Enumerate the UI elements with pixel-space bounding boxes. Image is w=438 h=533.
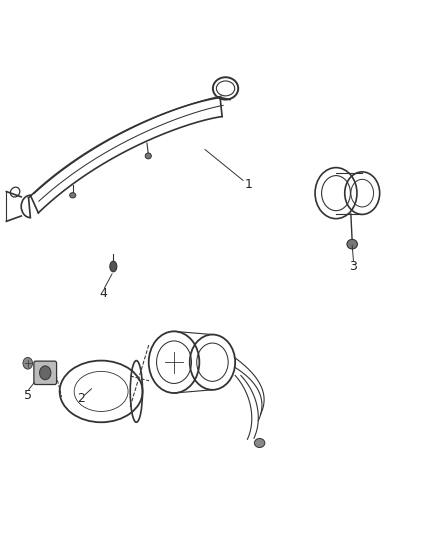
Text: 4: 4 <box>100 287 108 300</box>
Text: 5: 5 <box>24 389 32 402</box>
Ellipse shape <box>70 192 76 198</box>
Text: 1: 1 <box>245 177 253 191</box>
Ellipse shape <box>110 261 117 272</box>
Circle shape <box>39 366 51 379</box>
FancyBboxPatch shape <box>34 361 57 384</box>
Text: 2: 2 <box>78 392 85 405</box>
Ellipse shape <box>145 153 151 159</box>
Text: 3: 3 <box>350 260 357 273</box>
Ellipse shape <box>347 239 357 249</box>
Circle shape <box>23 358 32 369</box>
Ellipse shape <box>254 439 265 448</box>
